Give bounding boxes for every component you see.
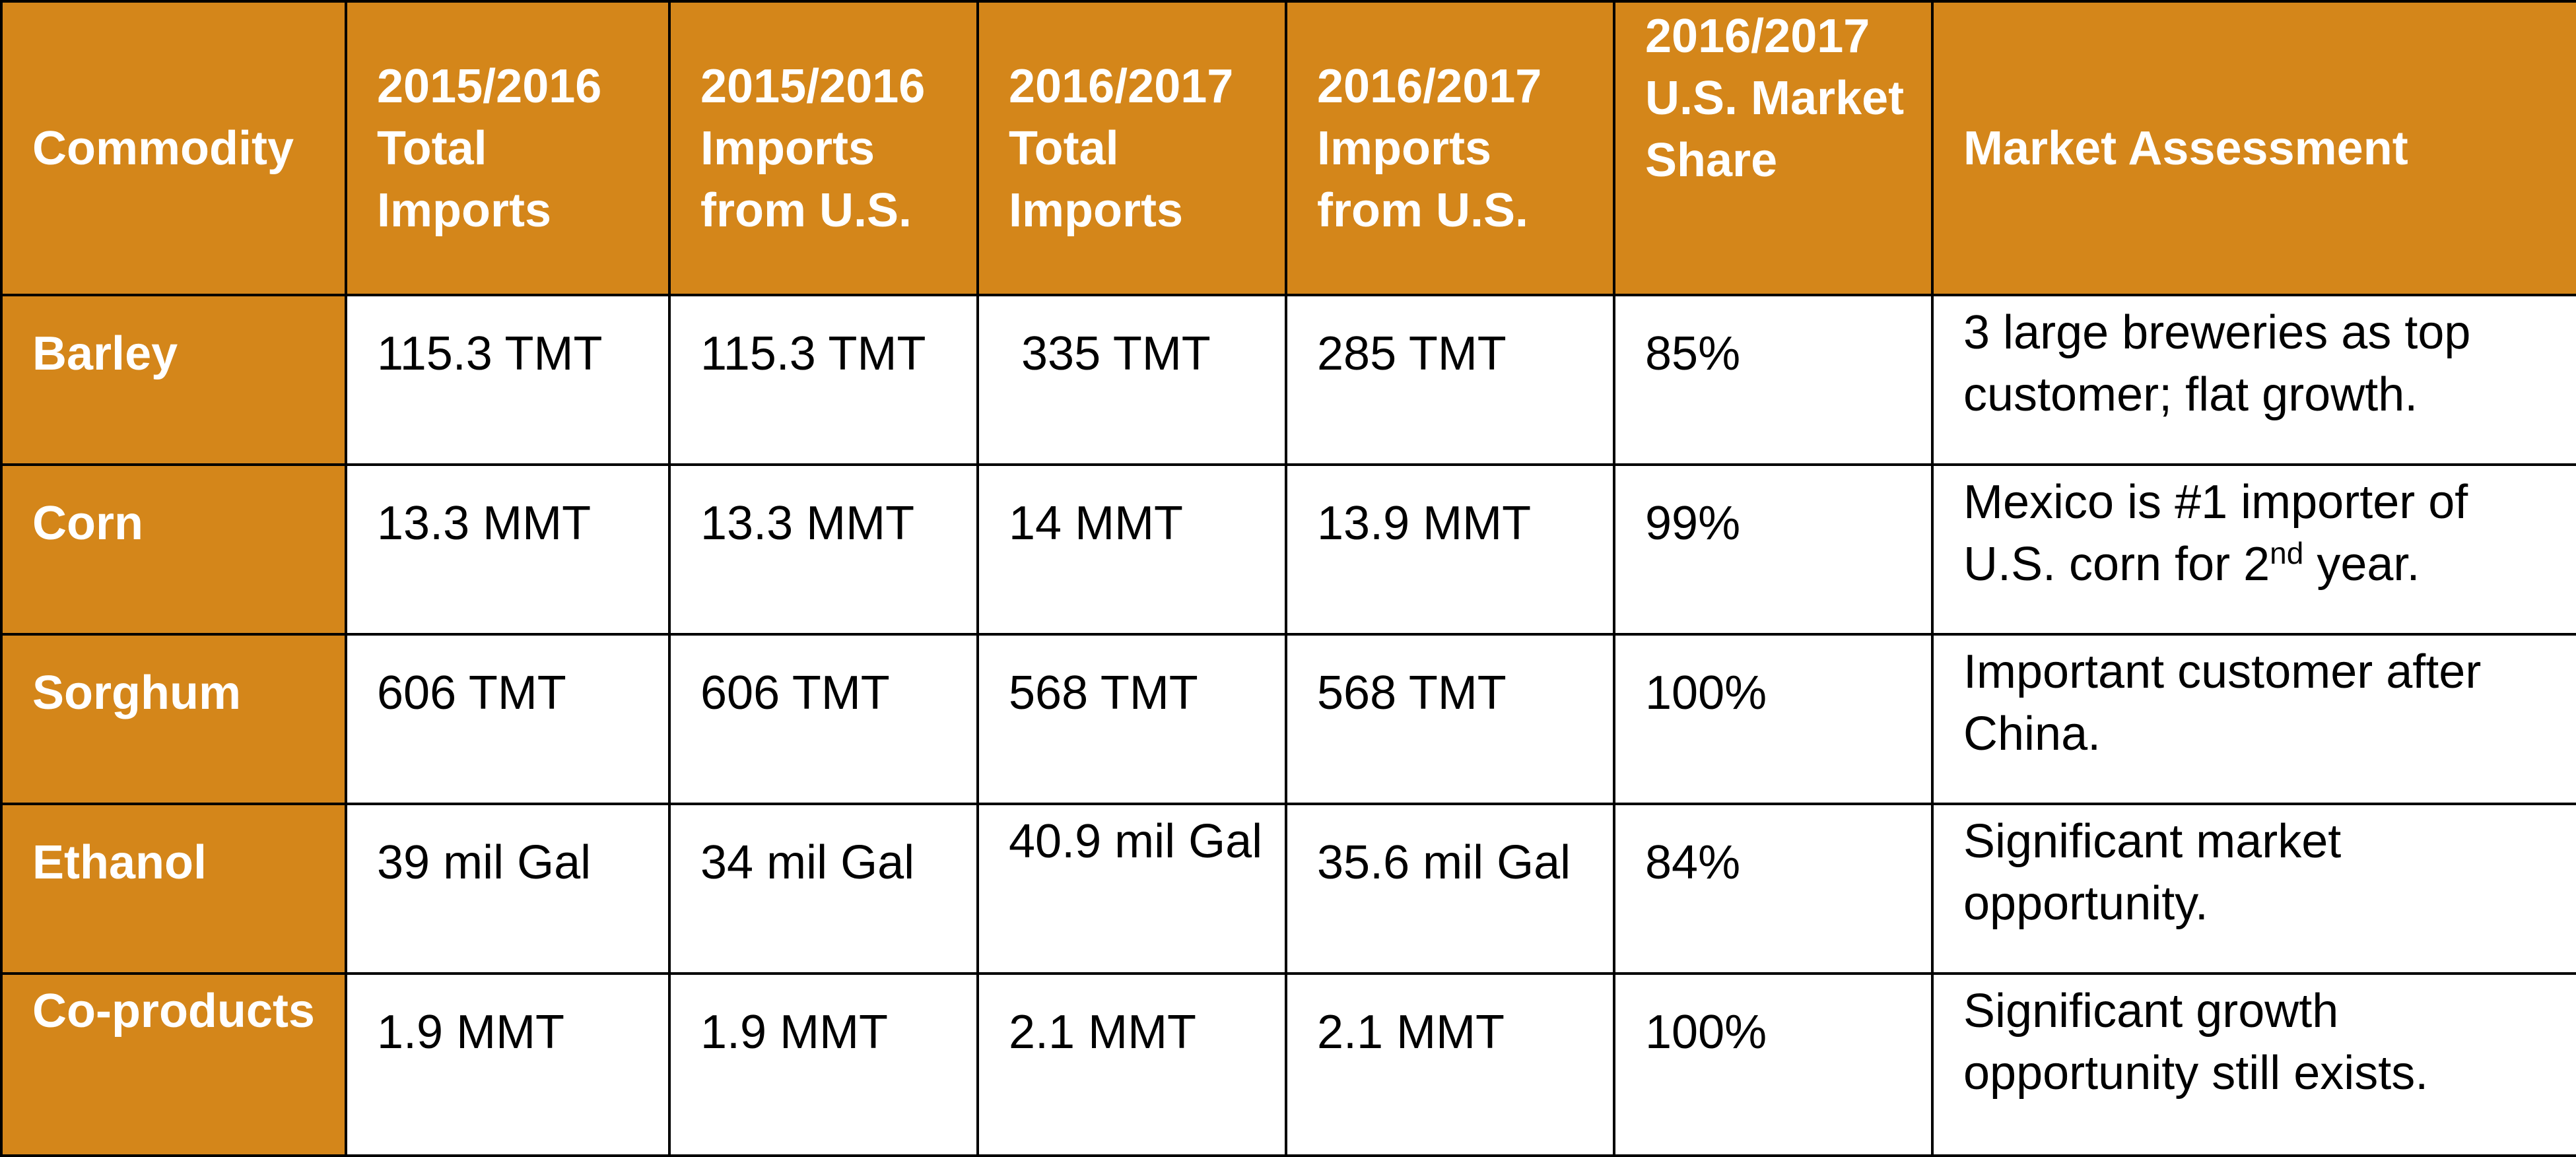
header-2016-total-imports: 2016/2017 Total Imports <box>976 0 1287 296</box>
us-imports-2016-cell: 285 TMT <box>1285 294 1615 466</box>
us-imports-2016-cell: 35.6 mil Gal <box>1285 803 1615 975</box>
total-imports-2016-cell: 335 TMT <box>976 294 1287 466</box>
total-imports-2016-cell: 568 TMT <box>976 633 1287 805</box>
total-imports-2016-cell: 40.9 mil Gal <box>976 803 1287 975</box>
table-row-co-products: Co-products 1.9 MMT 1.9 MMT 2.1 MMT 2.1 … <box>0 972 2576 1157</box>
us-imports-2015-cell: 34 mil Gal <box>668 803 979 975</box>
total-imports-2015-cell: 1.9 MMT <box>345 972 671 1157</box>
commodity-cell: Ethanol <box>0 803 347 975</box>
assessment-text: Mexico is #1 importer of U.S. corn for 2 <box>1963 476 2468 591</box>
header-2016-us-market-share: 2016/2017 U.S. Market Share <box>1613 0 1934 296</box>
header-market-assessment: Market Assessment <box>1931 0 2576 296</box>
total-imports-2015-cell: 39 mil Gal <box>345 803 671 975</box>
us-market-share-cell: 100% <box>1613 972 1934 1157</box>
commodity-cell: Barley <box>0 294 347 466</box>
market-assessment-cell: Important customer after China. <box>1931 633 2576 805</box>
header-2015-total-imports: 2015/2016 Total Imports <box>345 0 671 296</box>
us-market-share-cell: 99% <box>1613 463 1934 636</box>
total-imports-2015-cell: 13.3 MMT <box>345 463 671 636</box>
us-market-share-cell: 85% <box>1613 294 1934 466</box>
total-imports-2015-cell: 606 TMT <box>345 633 671 805</box>
header-2016-imports-from-us: 2016/2017 Imports from U.S. <box>1285 0 1615 296</box>
us-imports-2015-cell: 1.9 MMT <box>668 972 979 1157</box>
us-imports-2016-cell: 2.1 MMT <box>1285 972 1615 1157</box>
us-imports-2015-cell: 606 TMT <box>668 633 979 805</box>
us-imports-2016-cell: 568 TMT <box>1285 633 1615 805</box>
market-assessment-cell: Mexico is #1 importer of U.S. corn for 2… <box>1931 463 2576 636</box>
commodity-cell: Co-products <box>0 972 347 1157</box>
us-market-share-cell: 84% <box>1613 803 1934 975</box>
total-imports-2016-cell: 14 MMT <box>976 463 1287 636</box>
market-assessment-cell: Significant growth opportunity still exi… <box>1931 972 2576 1157</box>
us-imports-2015-cell: 13.3 MMT <box>668 463 979 636</box>
header-row: Commodity 2015/2016 Total Imports 2015/2… <box>0 0 2576 296</box>
header-commodity: Commodity <box>0 0 347 296</box>
commodity-cell: Corn <box>0 463 347 636</box>
total-imports-2016-cell: 2.1 MMT <box>976 972 1287 1157</box>
header-2015-imports-from-us: 2015/2016 Imports from U.S. <box>668 0 979 296</box>
us-imports-2015-cell: 115.3 TMT <box>668 294 979 466</box>
assessment-text-end: year. <box>2303 538 2420 591</box>
table-row-corn: Corn 13.3 MMT 13.3 MMT 14 MMT 13.9 MMT 9… <box>0 463 2576 636</box>
market-assessment-cell: Significant market opportunity. <box>1931 803 2576 975</box>
ordinal-suffix: nd <box>2270 536 2304 570</box>
us-imports-2016-cell: 13.9 MMT <box>1285 463 1615 636</box>
commodity-cell: Sorghum <box>0 633 347 805</box>
table-row-sorghum: Sorghum 606 TMT 606 TMT 568 TMT 568 TMT … <box>0 633 2576 805</box>
market-assessment-cell: 3 large breweries as top customer; flat … <box>1931 294 2576 466</box>
table-row-ethanol: Ethanol 39 mil Gal 34 mil Gal 40.9 mil G… <box>0 803 2576 975</box>
table-row-barley: Barley 115.3 TMT 115.3 TMT 335 TMT 285 T… <box>0 294 2576 466</box>
total-imports-2015-cell: 115.3 TMT <box>345 294 671 466</box>
us-market-share-cell: 100% <box>1613 633 1934 805</box>
